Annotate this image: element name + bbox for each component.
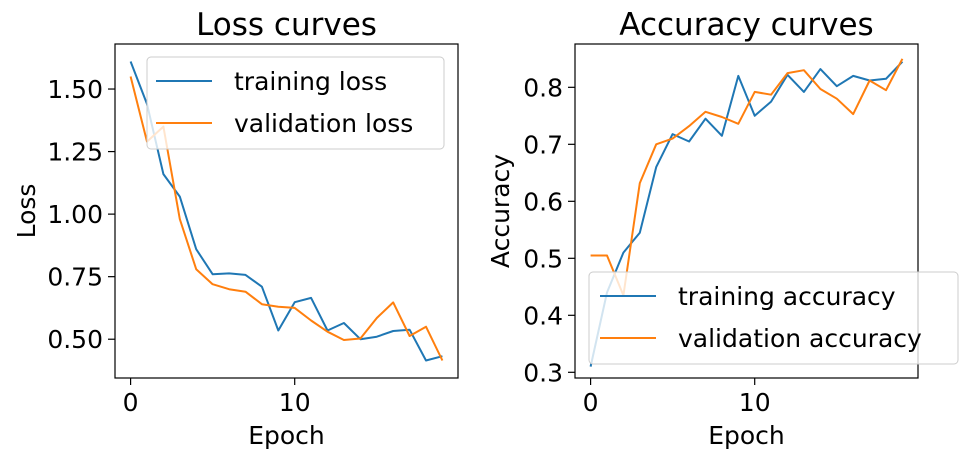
series-line-training-accuracy xyxy=(589,61,904,367)
accuracy-y-tick-label: 0.3 xyxy=(523,358,563,387)
legend-label-validation-accuracy: validation accuracy xyxy=(678,324,922,353)
accuracy-chart-title: Accuracy curves xyxy=(619,7,873,43)
loss-x-tick-label: 10 xyxy=(279,388,311,417)
loss-y-tick-label: 0.50 xyxy=(47,325,103,354)
accuracy-x-tick-label: 10 xyxy=(739,388,771,417)
accuracy-x-tick-label: 0 xyxy=(583,388,599,417)
loss-series-lines xyxy=(129,61,444,362)
loss-x-tick-label: 0 xyxy=(123,388,139,417)
loss-legend: training loss validation loss xyxy=(146,56,445,150)
loss-legend-frame xyxy=(146,56,445,150)
loss-y-ticks: 0.50 0.75 1.00 1.25 1.50 xyxy=(47,75,115,354)
accuracy-y-ticks: 0.3 0.4 0.5 0.6 0.7 0.8 xyxy=(523,73,575,387)
accuracy-plot-frame xyxy=(574,43,919,379)
loss-x-axis-label: Epoch xyxy=(248,421,325,450)
accuracy-x-ticks: 0 10 xyxy=(583,378,771,417)
accuracy-y-tick-label: 0.5 xyxy=(523,244,563,273)
loss-plot-frame xyxy=(114,43,459,379)
legend-label-training-loss: training loss xyxy=(234,67,387,96)
accuracy-y-tick-label: 0.7 xyxy=(523,130,563,159)
series-line-training-loss xyxy=(129,61,443,362)
series-line-validation-loss xyxy=(129,76,444,361)
accuracy-y-tick-label: 0.4 xyxy=(523,301,563,330)
legend-label-validation-loss: validation loss xyxy=(234,109,413,138)
accuracy-x-axis-label: Epoch xyxy=(708,421,785,450)
accuracy-chart: 0.3 0.4 0.5 0.6 0.7 0.8 0 10 Accuracy curves E… xyxy=(486,7,959,450)
loss-y-tick-label: 0.75 xyxy=(47,263,103,292)
loss-chart-title: Loss curves xyxy=(196,7,377,43)
loss-y-axis-label: Loss xyxy=(12,184,41,239)
accuracy-y-tick-label: 0.8 xyxy=(523,73,563,102)
accuracy-legend: training accuracy validation accuracy xyxy=(588,271,959,365)
loss-y-tick-label: 1.25 xyxy=(47,138,103,167)
accuracy-y-tick-label: 0.6 xyxy=(523,187,563,216)
legend-label-training-accuracy: training accuracy xyxy=(678,282,896,311)
loss-y-tick-label: 1.00 xyxy=(47,200,103,229)
accuracy-y-axis-label: Accuracy xyxy=(486,154,515,268)
loss-y-tick-label: 1.50 xyxy=(47,75,103,104)
accuracy-legend-frame xyxy=(588,271,959,365)
loss-chart: 0.50 0.75 1.00 1.25 1.50 0 10 Loss curves Epo… xyxy=(12,7,459,450)
loss-x-ticks: 0 10 xyxy=(123,378,311,417)
series-line-validation-accuracy xyxy=(590,58,904,297)
accuracy-series-lines xyxy=(589,58,904,367)
